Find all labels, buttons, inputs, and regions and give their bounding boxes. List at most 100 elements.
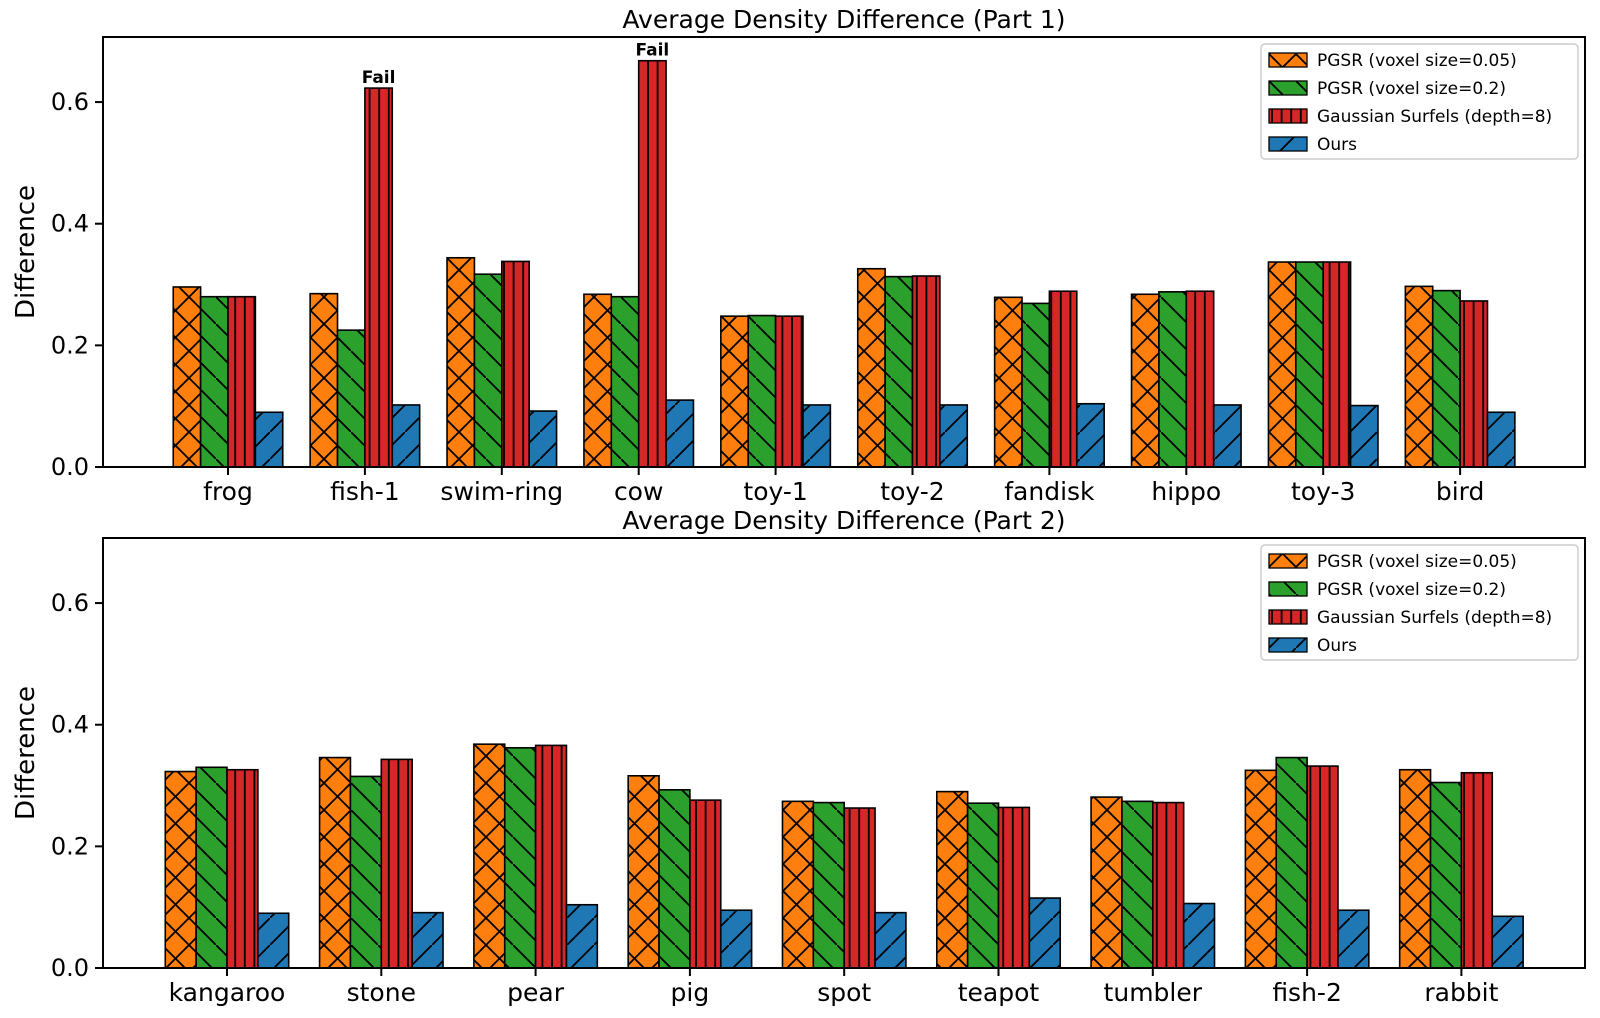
legend-entry: Ours bbox=[1268, 636, 1357, 656]
legend-swatch-hatch bbox=[1268, 609, 1308, 625]
bar-hatch bbox=[1158, 291, 1188, 468]
legend-swatch-hatch bbox=[1268, 108, 1308, 124]
bar-hatch bbox=[318, 756, 352, 969]
y-tick-label: 0.0 bbox=[51, 453, 89, 481]
x-tick-label: kangaroo bbox=[169, 978, 286, 1007]
legend-entry: Gaussian Surfels (depth=8) bbox=[1268, 608, 1552, 628]
x-tick-label: toy-1 bbox=[743, 477, 807, 506]
bar-hatch bbox=[1021, 302, 1051, 468]
legend-label: PGSR (voxel size=0.05) bbox=[1317, 51, 1517, 71]
fail-annotation: Fail bbox=[636, 41, 670, 61]
legend-entry: Gaussian Surfels (depth=8) bbox=[1268, 107, 1552, 127]
bar-hatch bbox=[1459, 300, 1489, 468]
series-4 bbox=[254, 399, 1516, 468]
x-tick-label: frog bbox=[203, 477, 253, 506]
x-axis: kangaroo stone pear pig spot teapot tumbler fis… bbox=[169, 968, 1499, 1007]
y-tick-label: 0.6 bbox=[51, 589, 89, 617]
y-axis-label: Difference bbox=[11, 185, 41, 319]
bar-hatch bbox=[1182, 902, 1216, 969]
x-tick-label: toy-2 bbox=[880, 477, 944, 506]
x-tick-label: teapot bbox=[958, 978, 1040, 1007]
bar-hatch bbox=[172, 286, 202, 468]
bar-hatch bbox=[1322, 261, 1352, 468]
bar-hatch bbox=[610, 295, 640, 468]
bar-hatch bbox=[1349, 404, 1379, 468]
legend-swatch-hatch bbox=[1268, 637, 1308, 653]
legend-swatch-hatch bbox=[1268, 581, 1308, 597]
bar-hatch bbox=[1404, 285, 1434, 468]
plot-border bbox=[102, 36, 1586, 468]
x-tick-label: spot bbox=[817, 978, 871, 1007]
legend-label: Ours bbox=[1317, 135, 1357, 155]
bar-hatch bbox=[966, 802, 1000, 969]
x-tick-label: stone bbox=[347, 978, 416, 1007]
chart-title: Average Density Difference (Part 2) bbox=[622, 506, 1065, 535]
bar-hatch bbox=[935, 790, 969, 969]
bar-hatch bbox=[843, 807, 876, 969]
y-tick-label: 0.2 bbox=[51, 832, 89, 860]
bar-hatch bbox=[528, 410, 558, 468]
bar-hatch bbox=[336, 329, 366, 468]
legend-box bbox=[1260, 544, 1579, 661]
bar-hatch bbox=[884, 275, 914, 468]
legend-entry: PGSR (voxel size=0.05) bbox=[1268, 552, 1517, 572]
bar-hatch bbox=[1028, 897, 1062, 969]
x-axis: frog fish-1 swim-ring cow toy-1 toy-2 fandisk h… bbox=[203, 467, 1484, 506]
bar-hatch bbox=[1486, 411, 1516, 468]
legend-swatch-hatch bbox=[1268, 52, 1308, 68]
bar-hatch bbox=[1295, 261, 1324, 468]
y-tick-label: 0.4 bbox=[51, 210, 89, 238]
bar-hatch bbox=[164, 770, 197, 969]
bar-hatch bbox=[1306, 765, 1339, 969]
bar-hatch bbox=[689, 799, 722, 969]
x-tick-label: pig bbox=[671, 978, 710, 1007]
legend-label: Gaussian Surfels (depth=8) bbox=[1317, 608, 1552, 628]
legend-label: Gaussian Surfels (depth=8) bbox=[1317, 107, 1552, 127]
bar-hatch bbox=[1185, 290, 1215, 468]
legend-swatch-hatch bbox=[1268, 136, 1308, 152]
series-4 bbox=[257, 897, 1524, 969]
x-tick-label: toy-3 bbox=[1291, 477, 1355, 506]
bar-hatch bbox=[1337, 909, 1370, 969]
bar-hatch bbox=[1398, 768, 1432, 969]
x-tick-label: cow bbox=[614, 477, 664, 506]
bar-hatch bbox=[874, 911, 907, 969]
bar-hatch bbox=[1431, 289, 1461, 468]
bar-hatch bbox=[1090, 796, 1123, 969]
bar-hatch bbox=[939, 404, 969, 468]
bar-hatch bbox=[227, 295, 257, 468]
legend-label: PGSR (voxel size=0.05) bbox=[1317, 552, 1517, 572]
bar-hatch bbox=[802, 404, 832, 468]
bar-hatch bbox=[583, 293, 613, 468]
bar-hatch bbox=[637, 59, 667, 468]
legend-label: Ours bbox=[1317, 636, 1357, 656]
fail-annotation: Fail bbox=[362, 68, 396, 88]
bar-hatch bbox=[500, 260, 530, 468]
bar-hatch bbox=[565, 903, 599, 969]
bar-hatch bbox=[1152, 801, 1185, 969]
bar-hatch bbox=[997, 806, 1031, 969]
bar-hatch bbox=[627, 775, 660, 969]
series-3 bbox=[227, 59, 1489, 468]
y-tick-label: 0.4 bbox=[51, 711, 89, 739]
x-tick-label: bird bbox=[1436, 477, 1485, 506]
x-tick-label: hippo bbox=[1151, 477, 1221, 506]
bar-hatch bbox=[1075, 402, 1105, 468]
bar-hatch bbox=[658, 788, 691, 969]
legend-swatch-hatch bbox=[1268, 80, 1308, 96]
bar-hatch bbox=[720, 315, 750, 468]
bar-hatch bbox=[226, 768, 259, 969]
bar-hatch bbox=[781, 800, 815, 969]
bar-hatch bbox=[1429, 781, 1463, 969]
bar-hatch bbox=[719, 909, 753, 969]
bar-hatch bbox=[911, 275, 941, 468]
x-tick-label: tumbler bbox=[1104, 978, 1203, 1007]
bar-hatch bbox=[1460, 771, 1494, 969]
series-1 bbox=[172, 256, 1434, 468]
subplot-part-2: Average Density Difference (Part 2) Diffe… bbox=[11, 506, 1586, 1007]
x-tick-label: rabbit bbox=[1424, 978, 1498, 1007]
bar-hatch bbox=[195, 766, 228, 969]
legend-entry: Ours bbox=[1268, 135, 1357, 155]
legend-label: PGSR (voxel size=0.2) bbox=[1317, 580, 1506, 600]
